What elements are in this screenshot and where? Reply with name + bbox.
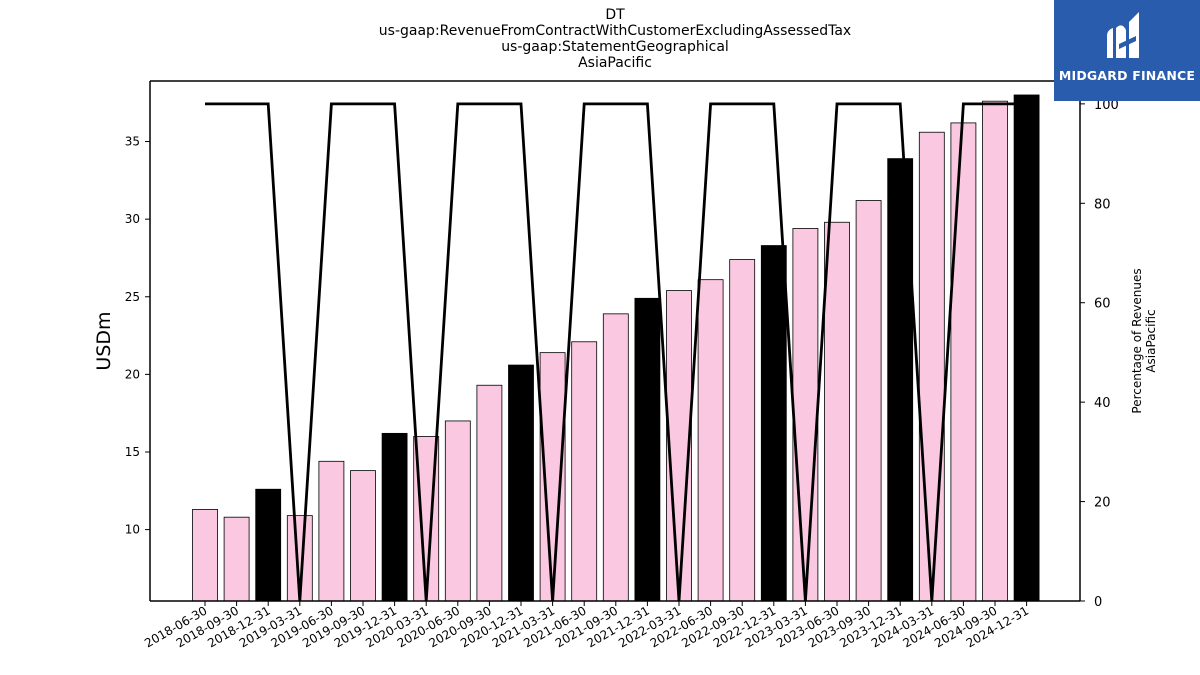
bar — [918, 131, 945, 602]
bar — [381, 432, 408, 602]
y-tick-label: 15 — [125, 445, 140, 459]
bar — [824, 221, 850, 602]
bar — [697, 279, 724, 602]
y2-tick-label: 40 — [1094, 396, 1111, 411]
y-tick-label: 10 — [125, 523, 140, 537]
bar — [508, 364, 534, 602]
y-tick-label: 20 — [125, 367, 140, 381]
bar — [729, 259, 756, 602]
bar — [571, 341, 598, 602]
bar — [350, 470, 376, 602]
chart-title-line-1: DT — [605, 7, 625, 23]
y-tick-label: 25 — [125, 290, 140, 304]
y2-axis-label-line-1: Percentage of Revenues — [1130, 268, 1144, 413]
bar — [792, 228, 819, 602]
bar — [950, 122, 977, 602]
bar — [255, 488, 282, 602]
bar — [223, 516, 250, 602]
y-axis-label: USDm — [93, 311, 115, 370]
y2-axis-label-line-2: AsiaPacific — [1144, 309, 1158, 372]
y2-tick-label: 100 — [1094, 98, 1119, 113]
y-tick-label: 35 — [125, 135, 140, 149]
percentage-line — [205, 102, 1027, 602]
logo-text: MIDGARD FINANCE — [1058, 68, 1196, 83]
brand-logo: MIDGARD FINANCE — [1054, 0, 1200, 101]
y2-tick-label: 0 — [1094, 595, 1102, 610]
y2-tick-label: 80 — [1094, 197, 1111, 212]
bar — [760, 245, 787, 602]
bar — [602, 313, 629, 602]
bar — [444, 420, 471, 602]
bar — [634, 297, 661, 602]
bar — [318, 460, 345, 602]
bar — [666, 290, 692, 602]
bar — [982, 100, 1008, 602]
chart-title-line-3: us-gaap:StatementGeographical — [501, 39, 729, 55]
chart-title-line-2: us-gaap:RevenueFromContractWithCustomerE… — [378, 23, 852, 39]
y2-tick-label: 60 — [1094, 297, 1111, 312]
bar — [192, 509, 218, 602]
logo-mark-icon — [1107, 12, 1139, 58]
bar — [476, 384, 503, 602]
y2-tick-label: 20 — [1094, 496, 1111, 511]
chart-title-line-4: AsiaPacific — [578, 55, 652, 71]
y-tick-label: 30 — [125, 212, 140, 226]
bar — [1013, 94, 1040, 602]
bar — [855, 200, 882, 602]
